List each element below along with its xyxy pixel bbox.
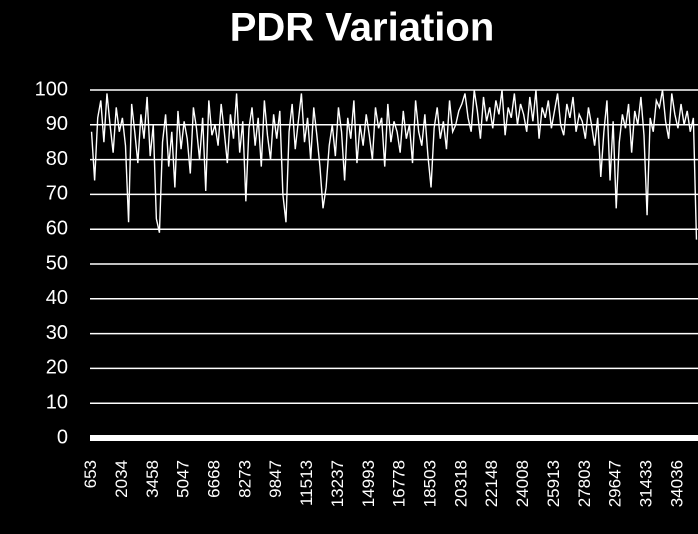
x-tick-label: 653	[81, 460, 100, 488]
x-tick-label: 34036	[667, 460, 686, 507]
x-tick-label: 31433	[637, 460, 656, 507]
x-tick-label: 5047	[174, 460, 193, 498]
y-tick-label: 50	[46, 252, 68, 274]
y-tick-label: 20	[46, 357, 68, 379]
y-tick-label: 100	[35, 78, 68, 100]
y-tick-label: 30	[46, 322, 68, 344]
x-tick-label: 22148	[482, 460, 501, 507]
y-tick-label: 40	[46, 287, 68, 309]
y-tick-label: 80	[46, 148, 68, 170]
y-tick-label: 60	[46, 217, 68, 239]
x-tick-label: 3458	[143, 460, 162, 498]
x-tick-label: 29647	[606, 460, 625, 507]
x-tick-label: 2034	[112, 460, 131, 498]
chart-title: PDR Variation	[230, 6, 495, 50]
x-tick-label: 20318	[451, 460, 470, 507]
y-tick-label: 70	[46, 183, 68, 205]
y-tick-label: 90	[46, 113, 68, 135]
y-tick-label: 0	[57, 426, 68, 448]
x-tick-label: 9847	[266, 460, 285, 498]
x-tick-label: 11513	[297, 460, 316, 506]
x-tick-label: 8273	[235, 460, 254, 498]
x-tick-label: 27803	[575, 460, 594, 507]
x-tick-label: 14993	[359, 460, 378, 507]
data-line	[90, 89, 698, 240]
x-tick-label: 6668	[204, 460, 223, 498]
x-tick-label: 13237	[328, 460, 347, 507]
x-tick-label: 25913	[544, 460, 563, 507]
y-tick-label: 10	[46, 391, 68, 413]
x-tick-label: 18503	[421, 460, 440, 507]
x-tick-label: 16778	[390, 460, 409, 507]
x-tick-label: 24008	[513, 460, 532, 507]
